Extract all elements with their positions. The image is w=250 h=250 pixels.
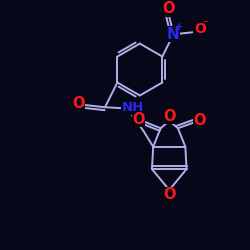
Text: O: O	[163, 109, 175, 124]
Text: ⁻: ⁻	[202, 19, 208, 29]
Text: O: O	[132, 112, 144, 127]
Text: O: O	[162, 1, 175, 16]
Text: O: O	[194, 22, 206, 36]
Text: O: O	[194, 113, 206, 128]
Text: NH: NH	[122, 101, 144, 114]
Text: N: N	[167, 27, 180, 42]
Text: O: O	[72, 96, 85, 111]
Text: +: +	[175, 22, 184, 32]
Text: O: O	[163, 188, 175, 202]
